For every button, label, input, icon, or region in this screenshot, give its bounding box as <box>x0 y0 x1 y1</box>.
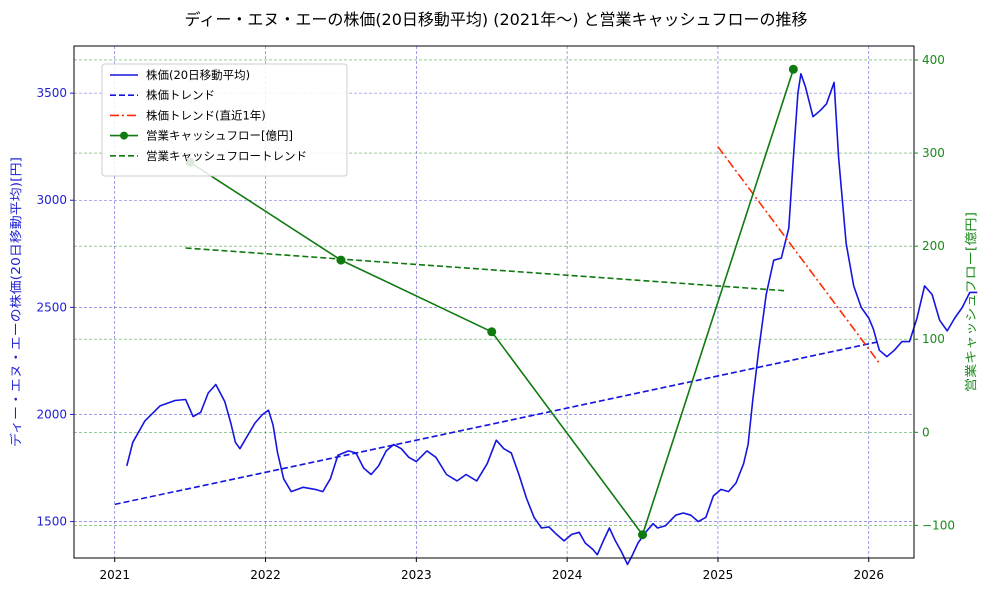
legend-marker <box>120 131 128 140</box>
y-right-axis-label: 営業キャッシュフロー[億円] <box>964 212 978 392</box>
series-layer <box>114 64 978 566</box>
legend-label-4: 営業キャッシュフロートレンド <box>146 149 307 163</box>
y-right-tick-label: 0 <box>922 425 930 439</box>
cashflow-point <box>788 64 798 74</box>
legend-box <box>101 63 348 177</box>
y-left-axis-label: ディー・エヌ・エーの株価(20日移動平均)[円] <box>8 157 23 447</box>
legend-label-0: 株価(20日移動平均) <box>146 68 250 82</box>
x-tick-label: 2022 <box>250 568 281 582</box>
y-right-tick-label: 200 <box>922 239 945 253</box>
y-right-tick-label: 400 <box>922 53 945 67</box>
y-left-tick-label: 2500 <box>36 300 67 314</box>
x-tick-label: 2024 <box>552 568 583 582</box>
series-line-2 <box>717 146 880 364</box>
plot-frame <box>73 45 915 559</box>
chart-title: ディー・エヌ・エーの株価(20日移動平均) (2021年〜) と営業キャッシュフ… <box>184 10 807 29</box>
axes: 2021 2022 2023 2024 2025 20261500200025003000… <box>8 45 978 582</box>
cashflow-point <box>638 530 648 540</box>
cashflow-point <box>487 327 497 337</box>
y-right-tick-label: 100 <box>922 332 945 346</box>
x-tick-label: 2026 <box>853 568 884 582</box>
y-left-tick-label: 3500 <box>36 86 67 100</box>
legend-label-3: 営業キャッシュフロー[億円] <box>146 129 293 143</box>
y-right-tick-label: 300 <box>922 146 945 160</box>
y-left-tick-label: 2000 <box>36 407 67 421</box>
x-tick-label: 2025 <box>703 568 734 582</box>
y-right-tick-label: −100 <box>922 518 955 532</box>
series-line-4 <box>185 247 786 292</box>
legend-label-2: 株価トレンド(直近1年) <box>146 108 266 122</box>
x-tick-label: 2023 <box>401 568 432 582</box>
series-line-0 <box>126 73 978 566</box>
legend-label-1: 株価トレンド <box>146 88 215 102</box>
series-line-1 <box>114 340 880 506</box>
x-tick-label: 2021 <box>99 568 130 582</box>
cashflow-point <box>336 255 346 265</box>
y-left-tick-label: 1500 <box>36 515 67 529</box>
y-left-tick-label: 3000 <box>36 193 67 207</box>
